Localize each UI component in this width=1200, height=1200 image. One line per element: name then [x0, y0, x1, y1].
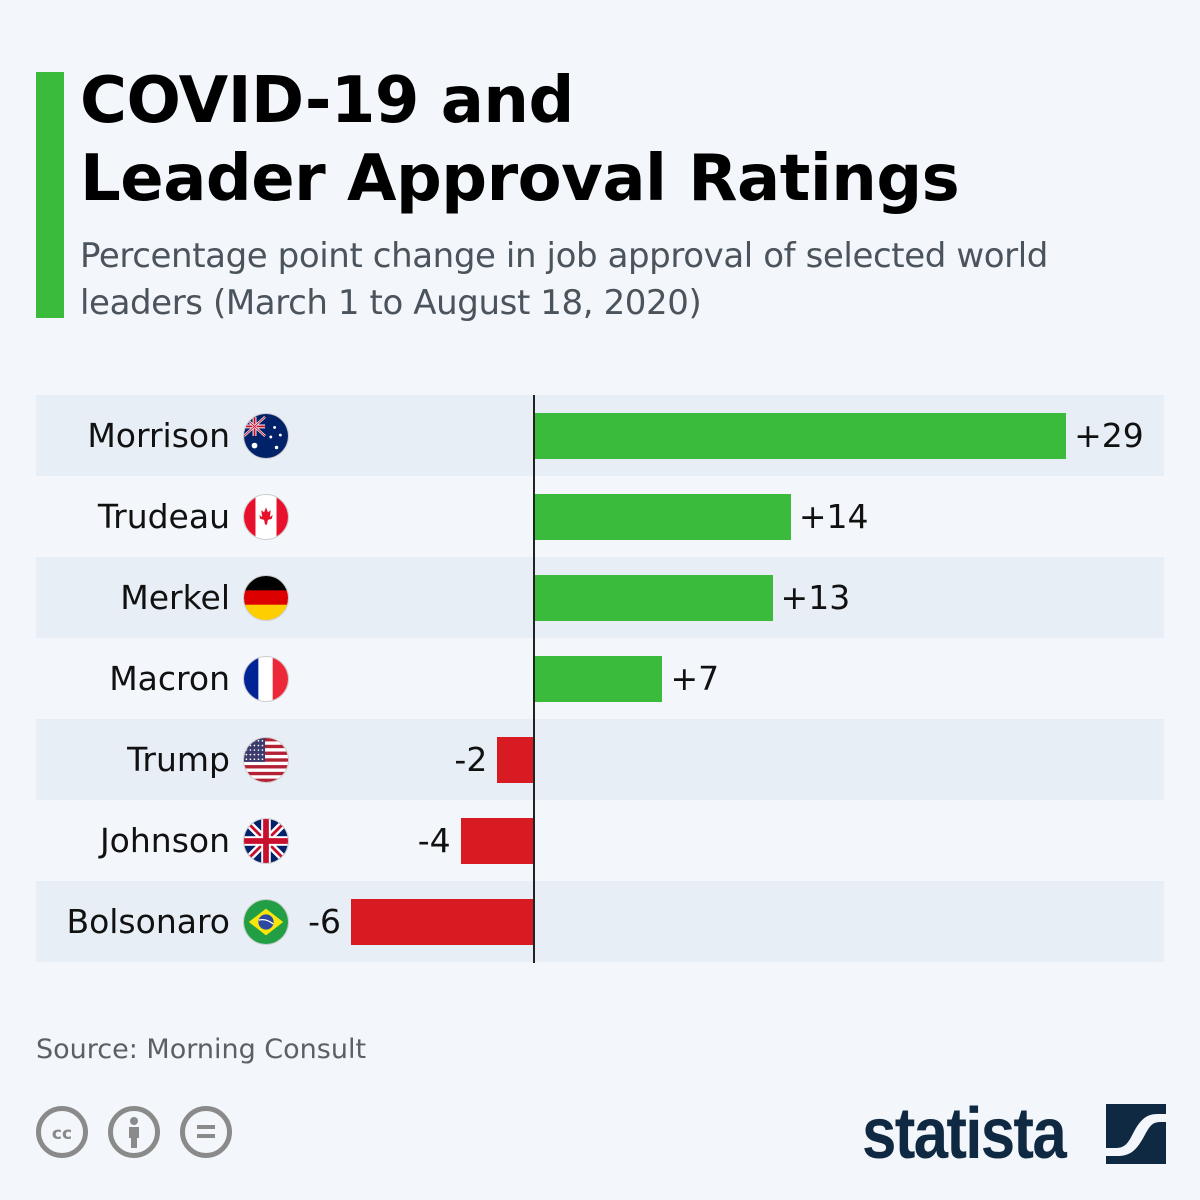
zero-axis-line	[533, 395, 535, 963]
bar	[497, 737, 534, 783]
uk-flag-icon	[243, 818, 289, 864]
canada-flag-icon	[243, 494, 289, 540]
no-derivatives-icon	[180, 1106, 232, 1158]
bar	[534, 494, 791, 540]
statista-logo[interactable]: statista	[862, 1094, 1166, 1174]
category-label: Macron	[109, 659, 230, 698]
attribution-icon	[108, 1106, 160, 1158]
data-label: -2	[454, 740, 488, 779]
brazil-flag-icon	[243, 899, 289, 945]
category-label: Trump	[127, 740, 230, 779]
category-label: Merkel	[120, 578, 230, 617]
bar	[460, 818, 534, 864]
france-flag-icon	[243, 656, 289, 702]
data-label: -4	[417, 821, 451, 860]
chart-row-band	[36, 881, 1164, 962]
statista-logo-icon	[1106, 1104, 1166, 1164]
australia-flag-icon	[243, 413, 289, 459]
category-label: Johnson	[99, 821, 230, 860]
data-label: +7	[670, 659, 720, 698]
bar	[351, 899, 534, 945]
title-accent-bar	[36, 72, 64, 318]
bar	[534, 413, 1067, 459]
chart-row-band	[36, 719, 1164, 800]
category-label: Bolsonaro	[66, 902, 230, 941]
logo-text: statista	[862, 1094, 1067, 1174]
data-label: +13	[780, 578, 851, 617]
usa-flag-icon	[243, 737, 289, 783]
bar	[534, 656, 663, 702]
data-label: -6	[308, 902, 341, 941]
data-label: +14	[798, 497, 869, 536]
bar	[534, 575, 773, 621]
svg-text:cc: cc	[52, 1124, 72, 1144]
source-note: Source: Morning Consult	[36, 1034, 367, 1065]
germany-flag-icon	[243, 575, 289, 621]
cc-icon: cc	[36, 1106, 88, 1158]
title-line-1: COVID-19 and	[80, 64, 574, 138]
category-label: Trudeau	[97, 497, 230, 536]
title-line-2: Leader Approval Ratings	[80, 142, 960, 216]
chart-subtitle: Percentage point change in job approval …	[80, 236, 1048, 323]
page-title: COVID-19 and Leader Approval Ratings	[80, 62, 960, 218]
data-label: +29	[1074, 416, 1144, 455]
category-label: Morrison	[87, 416, 230, 455]
